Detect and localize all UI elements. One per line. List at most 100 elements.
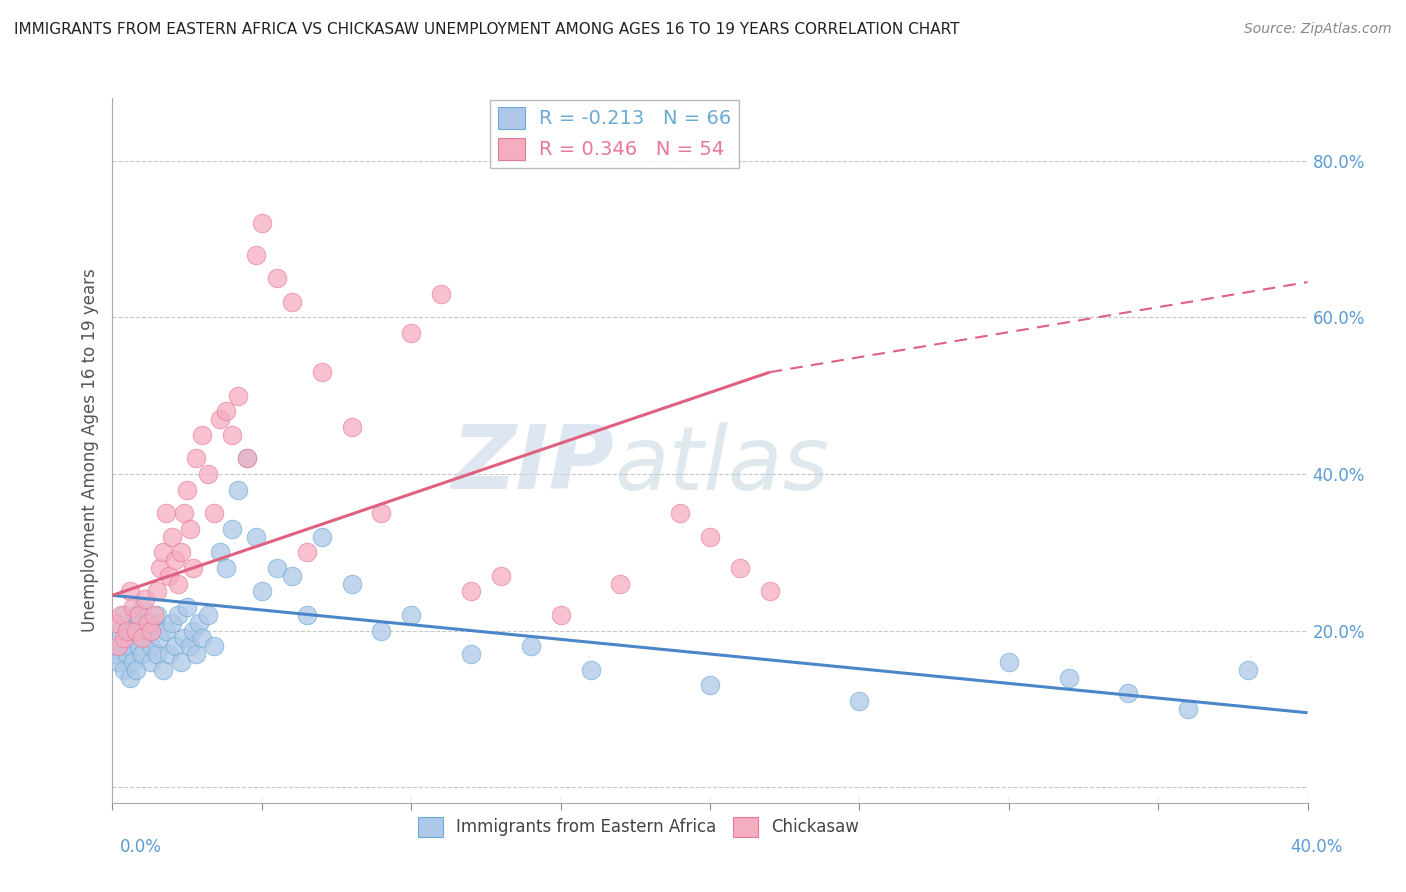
- Point: [155, 506, 177, 520]
- Point: [125, 624, 148, 638]
- Point: [188, 615, 211, 630]
- Point: [489, 568, 512, 582]
- Point: [609, 576, 631, 591]
- Point: [134, 592, 156, 607]
- Point: [122, 624, 145, 638]
- Text: IMMIGRANTS FROM EASTERN AFRICA VS CHICKASAW UNEMPLOYMENT AMONG AGES 16 TO 19 YEA: IMMIGRANTS FROM EASTERN AFRICA VS CHICKA…: [14, 22, 959, 37]
- Point: [125, 607, 148, 622]
- Point: [295, 545, 318, 559]
- Point: [197, 607, 219, 622]
- Point: [104, 615, 127, 630]
- Point: [848, 694, 870, 708]
- Point: [143, 615, 166, 630]
- Point: [165, 553, 187, 567]
- Point: [141, 639, 163, 653]
- Point: [186, 647, 208, 661]
- Point: [167, 607, 190, 622]
- Point: [117, 624, 139, 638]
- Point: [221, 522, 243, 536]
- Point: [215, 561, 238, 575]
- Point: [430, 286, 453, 301]
- Point: [170, 655, 193, 669]
- Point: [104, 647, 127, 661]
- Point: [245, 530, 267, 544]
- Point: [176, 600, 198, 615]
- Point: [143, 607, 166, 622]
- Point: [266, 561, 288, 575]
- Point: [370, 624, 392, 638]
- Point: [146, 647, 169, 661]
- Point: [114, 663, 135, 677]
- Point: [550, 607, 572, 622]
- Point: [141, 624, 163, 638]
- Point: [998, 655, 1021, 669]
- Point: [669, 506, 692, 520]
- Point: [125, 663, 148, 677]
- Point: [728, 561, 751, 575]
- Point: [209, 412, 232, 426]
- Point: [128, 607, 150, 622]
- Text: ZIP: ZIP: [451, 421, 614, 508]
- Point: [131, 632, 153, 646]
- Point: [122, 655, 145, 669]
- Point: [311, 365, 333, 379]
- Point: [699, 678, 721, 692]
- Point: [340, 420, 363, 434]
- Point: [114, 607, 135, 622]
- Point: [107, 655, 129, 669]
- Point: [281, 568, 304, 582]
- Point: [699, 530, 721, 544]
- Point: [173, 506, 195, 520]
- Point: [1177, 702, 1199, 716]
- Point: [202, 506, 225, 520]
- Point: [176, 483, 198, 497]
- Point: [191, 632, 214, 646]
- Point: [401, 607, 423, 622]
- Point: [460, 584, 482, 599]
- Point: [141, 655, 163, 669]
- Point: [165, 639, 187, 653]
- Point: [157, 568, 180, 582]
- Point: [226, 389, 249, 403]
- Point: [759, 584, 782, 599]
- Point: [152, 663, 174, 677]
- Point: [281, 294, 304, 309]
- Point: [117, 647, 139, 661]
- Point: [460, 647, 482, 661]
- Point: [181, 624, 204, 638]
- Point: [149, 561, 172, 575]
- Point: [131, 647, 153, 661]
- Point: [149, 632, 172, 646]
- Point: [250, 584, 273, 599]
- Point: [162, 615, 183, 630]
- Point: [370, 506, 392, 520]
- Point: [146, 584, 169, 599]
- Point: [131, 600, 153, 615]
- Point: [311, 530, 333, 544]
- Point: [250, 216, 273, 230]
- Text: 40.0%: 40.0%: [1291, 838, 1343, 856]
- Point: [120, 584, 142, 599]
- Point: [120, 639, 142, 653]
- Point: [110, 639, 132, 653]
- Point: [340, 576, 363, 591]
- Point: [191, 427, 214, 442]
- Point: [128, 615, 150, 630]
- Point: [179, 522, 201, 536]
- Point: [122, 600, 145, 615]
- Point: [162, 530, 183, 544]
- Point: [245, 248, 267, 262]
- Point: [226, 483, 249, 497]
- Point: [209, 545, 232, 559]
- Point: [155, 624, 177, 638]
- Point: [110, 624, 132, 638]
- Point: [266, 271, 288, 285]
- Point: [221, 427, 243, 442]
- Point: [138, 624, 160, 638]
- Point: [1057, 671, 1080, 685]
- Point: [186, 451, 208, 466]
- Point: [117, 632, 139, 646]
- Point: [236, 451, 259, 466]
- Point: [215, 404, 238, 418]
- Point: [236, 451, 259, 466]
